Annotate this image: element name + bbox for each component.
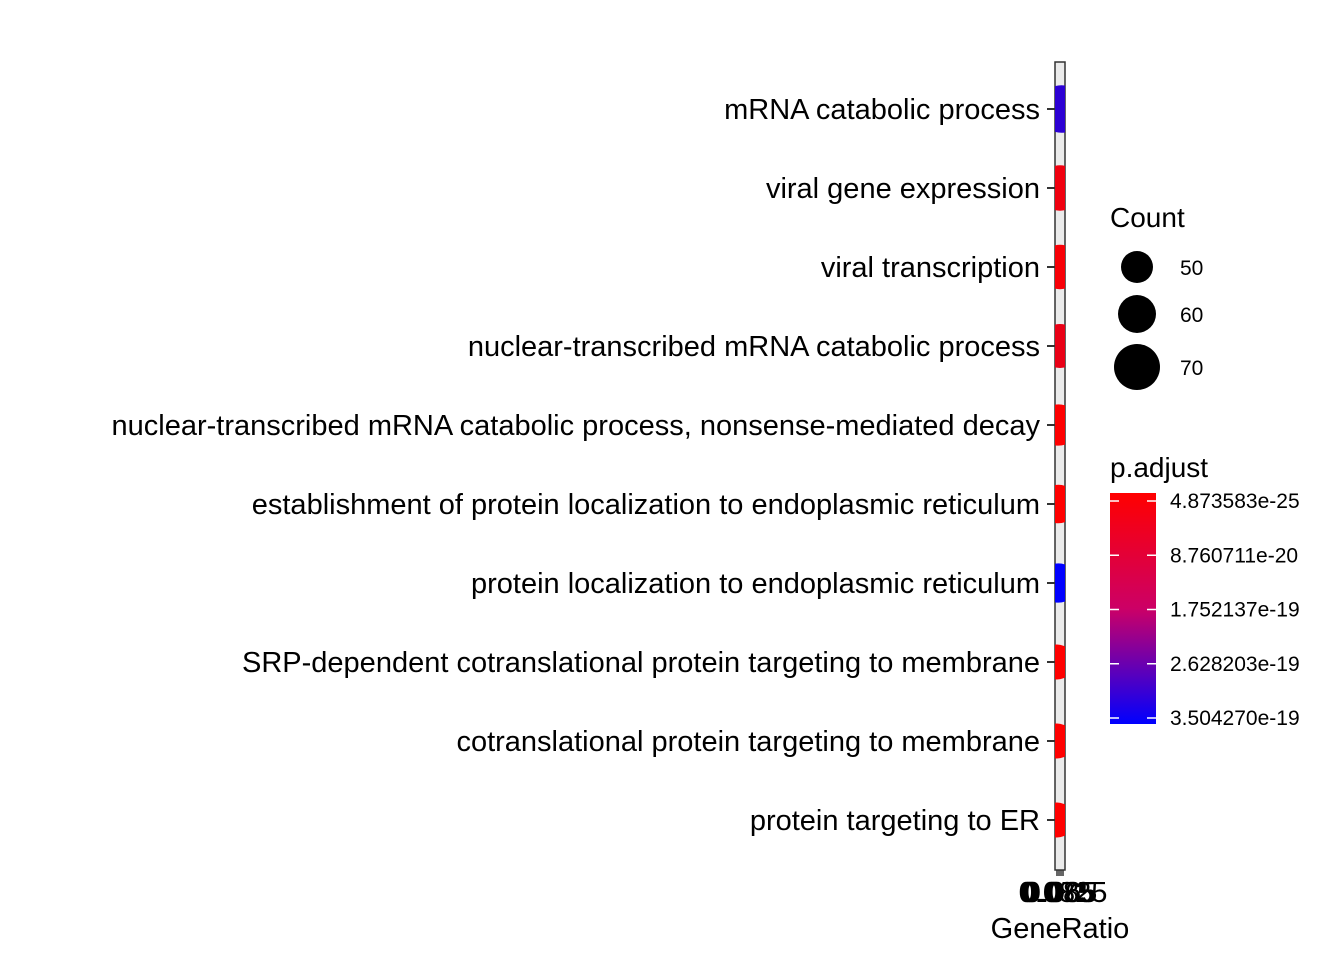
y-tick-label-mrna-catabolic-process: mRNA catabolic process: [724, 94, 1040, 126]
count-legend-key-70: [1114, 344, 1160, 390]
point-mrna-catabolic-process: [1055, 85, 1065, 133]
data-points: [1055, 85, 1065, 838]
y-tick-label-protein-localization-to-endoplasmic-reticulum: protein localization to endoplasmic reti…: [471, 568, 1040, 600]
point-viral-gene-expression: [1055, 165, 1065, 211]
y-tick-label-nuclear-transcribed-mrna-catabolic-process: nuclear-transcribed mRNA catabolic proce…: [468, 331, 1040, 363]
point-establishment-of-protein-localization-to-endoplasmic-reticulum: [1055, 484, 1065, 524]
y-tick-label-nuclear-transcribed-mrna-catabolic-process-nonsense-mediated-decay: nuclear-transcribed mRNA catabolic proce…: [112, 410, 1041, 442]
y-tick-label-viral-transcription: viral transcription: [821, 252, 1040, 284]
point-protein-localization-to-endoplasmic-reticulum: [1055, 563, 1065, 603]
plot-panel: [1054, 61, 1066, 871]
p-adjust-legend-label: 2.628203e-19: [1170, 653, 1300, 676]
y-tick-label-establishment-of-protein-localization-to-endoplasmic-reticulum: establishment of protein localization to…: [252, 489, 1040, 521]
count-legend-label-70: 70: [1180, 357, 1203, 380]
y-axis: mRNA catabolic process viral gene express…: [112, 94, 1055, 837]
x-tick-label: 0.075: [1021, 877, 1094, 909]
p-adjust-legend: p.adjust 4.873583e-25 8.760711e-20 1.752137…: [1110, 452, 1300, 730]
panel-background: [1054, 61, 1066, 871]
count-legend-title: Count: [1110, 202, 1185, 233]
y-tick-label-viral-gene-expression: viral gene expression: [766, 173, 1040, 205]
count-legend-key-50: [1121, 251, 1153, 283]
point-viral-transcription: [1055, 244, 1065, 290]
p-adjust-legend-title: p.adjust: [1110, 452, 1208, 483]
p-adjust-legend-label: 3.504270e-19: [1170, 707, 1300, 730]
x-axis-title: GeneRatio: [991, 913, 1130, 945]
y-tick-label-cotranslational-protein-targeting-to-membrane: cotranslational protein targeting to mem…: [456, 726, 1040, 758]
p-adjust-legend-label: 8.760711e-20: [1170, 544, 1298, 567]
count-legend-label-60: 60: [1180, 304, 1203, 327]
p-adjust-colorbar: [1110, 493, 1156, 724]
x-tick-label: 0.065: [1025, 877, 1098, 909]
point-nuclear-transcribed-mrna-catabolic-process-nonsense-mediated-decay: [1055, 404, 1065, 446]
count-legend: Count 50 60 70: [1110, 202, 1203, 390]
point-protein-targeting-to-er: [1055, 802, 1065, 838]
count-legend-key-60: [1118, 295, 1156, 333]
x-tick-label: 0.085: [1023, 877, 1096, 909]
y-tick-label-srp-dependent-cotranslational-protein-targeting-to-membrane: SRP-dependent cotranslational protein ta…: [242, 647, 1040, 679]
count-legend-label-50: 50: [1180, 257, 1203, 280]
point-cotranslational-protein-targeting-to-membrane: [1055, 723, 1065, 759]
y-tick-label-protein-targeting-to-er: protein targeting to ER: [750, 805, 1040, 837]
p-adjust-legend-label: 1.752137e-19: [1170, 599, 1300, 622]
point-nuclear-transcribed-mrna-catabolic-process: [1055, 324, 1065, 368]
p-adjust-legend-label: 4.873583e-25: [1170, 490, 1300, 513]
x-tick-label: 0.0825: [1019, 877, 1108, 909]
point-srp-dependent-cotranslational-protein-targeting-to-membrane: [1055, 644, 1065, 680]
